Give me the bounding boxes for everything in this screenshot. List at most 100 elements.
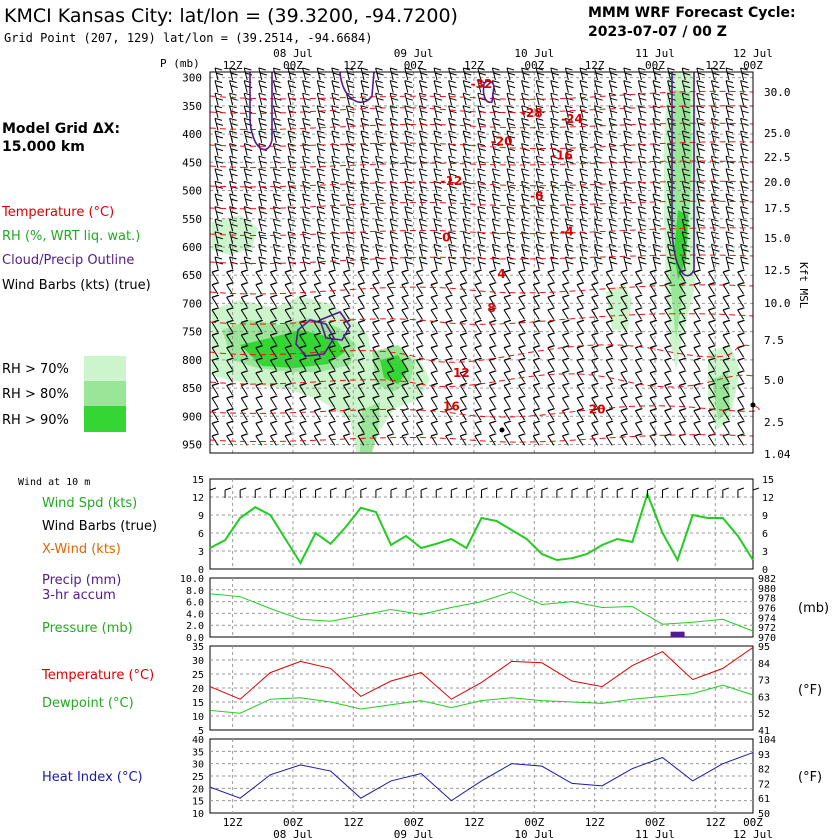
wind-barb xyxy=(620,382,628,396)
wind-barb xyxy=(258,105,267,118)
surface-marker-right xyxy=(750,402,756,408)
wind-barb xyxy=(547,433,555,446)
wind-barb xyxy=(710,193,720,207)
wind-barb xyxy=(634,357,643,371)
wind-barb xyxy=(316,243,326,257)
wind-barb xyxy=(561,382,570,396)
wind-barb xyxy=(462,243,472,257)
wind-barb xyxy=(226,319,234,333)
wind-barb xyxy=(272,218,282,232)
pressure-tick: 850 xyxy=(182,382,202,395)
wind10-barb xyxy=(481,487,488,498)
wind10-barb xyxy=(631,487,639,498)
wind-barb xyxy=(462,206,472,219)
pressure-tick: 300 xyxy=(182,72,202,85)
wind-barb xyxy=(272,67,282,81)
wind-barb xyxy=(681,67,691,81)
wind-barb xyxy=(226,357,234,371)
wind-barb xyxy=(652,105,662,118)
wind-barb xyxy=(313,433,322,446)
wind-barb xyxy=(550,130,559,144)
bottom-hour-label: 00Z xyxy=(404,816,424,829)
wind-barb xyxy=(664,319,672,333)
wind-barb xyxy=(637,243,647,257)
wind-barb xyxy=(491,180,501,194)
wind-barb xyxy=(547,357,555,371)
wind-barb xyxy=(445,408,453,421)
wind-barb xyxy=(579,155,589,169)
panel-ytick-right: 84 xyxy=(758,659,770,670)
wind-barb xyxy=(634,294,643,308)
wind-barb xyxy=(608,168,618,181)
wind-barb xyxy=(226,269,234,282)
isotherm-label: 20 xyxy=(589,402,606,416)
wind-barb xyxy=(474,307,482,320)
legend-cloud: Cloud/Precip Outline xyxy=(2,253,134,268)
wind-barb xyxy=(372,307,380,320)
wind-barb xyxy=(313,370,322,383)
wind10-barb xyxy=(330,487,337,498)
wind-barb xyxy=(272,80,282,93)
wind-barb xyxy=(389,143,399,156)
wind10-barb xyxy=(405,487,413,498)
wind-barb xyxy=(418,67,428,81)
wind-barb xyxy=(535,168,545,181)
wind-barb xyxy=(707,370,716,383)
wind-barb xyxy=(474,282,482,295)
wind-barb xyxy=(620,395,628,408)
wind-barb xyxy=(345,143,355,156)
wind-barb xyxy=(404,243,413,257)
wind10-barb xyxy=(526,487,533,498)
wind-barb xyxy=(269,370,278,383)
series-temp-1 xyxy=(209,684,754,714)
isotherm-label: -32 xyxy=(471,77,493,91)
legend-swatch-rh80 xyxy=(84,381,126,406)
wind-barb xyxy=(518,307,526,320)
wind-barb xyxy=(550,117,559,131)
wind-barb xyxy=(532,332,541,345)
wind-barb xyxy=(576,420,585,434)
wind-barb xyxy=(430,382,439,396)
wind10-barb xyxy=(586,487,594,498)
wind-barb xyxy=(328,420,336,434)
wind-barb xyxy=(740,130,749,144)
wind-barb xyxy=(474,345,482,358)
wind-barb xyxy=(710,117,720,131)
wind-barb xyxy=(681,168,691,181)
wind-barb xyxy=(696,256,705,270)
wind10-barb xyxy=(616,487,624,498)
wind-barb xyxy=(521,218,530,232)
top-hour-label: 00Z xyxy=(283,59,303,72)
wind-barb xyxy=(532,370,541,383)
wind-barb xyxy=(576,282,585,295)
wind-barb xyxy=(445,307,453,320)
wind-barb xyxy=(637,67,647,81)
wind-barb xyxy=(345,206,355,219)
wind-barb xyxy=(693,433,701,446)
wind-barb xyxy=(342,357,351,371)
wind-barb xyxy=(287,67,297,81)
wind-barb xyxy=(550,67,559,81)
wind-barb xyxy=(681,218,691,232)
wind-barb xyxy=(302,168,311,181)
wind-barb xyxy=(535,218,545,232)
wind-barb xyxy=(488,433,497,446)
wind-barb xyxy=(240,433,249,446)
wind-barb xyxy=(404,143,413,156)
wind-barb xyxy=(594,180,603,194)
wind-barb xyxy=(547,332,555,345)
wind10-barb xyxy=(677,487,684,498)
wind-barb xyxy=(360,206,370,219)
wind-barb xyxy=(299,382,307,396)
panel-ytick-right: 9 xyxy=(762,511,768,522)
wind-barb xyxy=(404,67,413,81)
pressure-tick: 350 xyxy=(182,100,202,113)
wind-barb xyxy=(518,332,526,345)
wind-barb xyxy=(649,332,658,345)
wind-barb xyxy=(375,92,384,106)
panel-ytick-right: 978 xyxy=(758,594,776,605)
wind-barb xyxy=(372,433,380,446)
wind-barb xyxy=(707,282,716,295)
wind-barb xyxy=(594,206,603,219)
wind10-barb xyxy=(239,487,247,498)
